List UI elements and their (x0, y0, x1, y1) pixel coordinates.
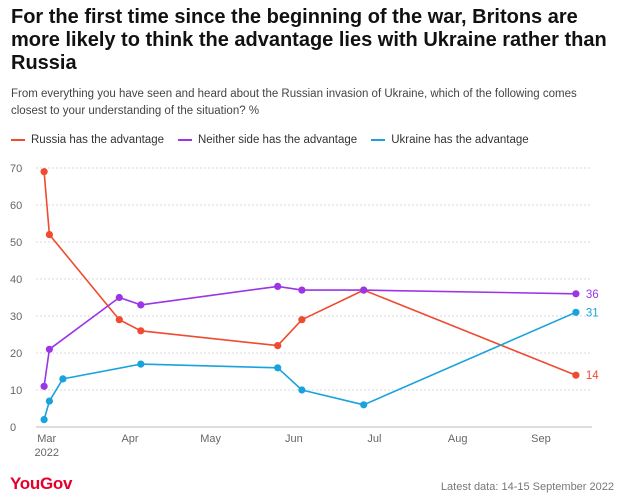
end-label-ukraine: 31 (586, 307, 599, 319)
chart-legend: Russia has the advantage Neither side ha… (11, 132, 543, 148)
legend-item-russia: Russia has the advantage (11, 134, 164, 146)
series-line-neither (43, 285, 576, 387)
x-tick-label-jun: Jun (285, 433, 303, 445)
data-point-russia-6 (298, 316, 306, 324)
data-point-ukraine-8 (572, 308, 580, 316)
data-point-neither-7 (360, 286, 368, 294)
end-label-russia: 14 (586, 370, 599, 382)
legend-swatch-ukraine (371, 139, 386, 141)
legend-item-neither: Neither side has the advantage (177, 134, 358, 146)
x-tick-label-apr: Apr (121, 433, 138, 445)
data-point-russia-4 (137, 327, 145, 335)
y-tick-label-70: 70 (10, 163, 22, 175)
data-point-russia-0 (40, 168, 48, 176)
x-tick-label-may: May (200, 433, 221, 445)
data-point-ukraine-2 (59, 375, 67, 383)
data-point-russia-3 (115, 316, 123, 324)
line-chart: 0 10 20 30 40 50 60 70 Mar Apr May Jun Jul Aug Sep 2022… (10, 163, 599, 459)
y-tick-label-0: 0 (10, 422, 16, 434)
x-year-label: 2022 (35, 447, 59, 459)
data-point-neither-4 (137, 301, 145, 309)
y-tick-label-20: 20 (10, 348, 22, 360)
data-point-neither-5 (274, 282, 282, 290)
data-point-ukraine-0 (40, 416, 48, 424)
data-point-ukraine-7 (360, 401, 368, 409)
chart-title: For the first time since the beginning o… (11, 6, 607, 74)
data-point-ukraine-5 (274, 364, 282, 372)
data-point-russia-5 (274, 342, 282, 350)
chart-subtitle: From everything you have seen and heard … (11, 88, 577, 117)
yougov-logo: YouGov (10, 474, 73, 493)
latest-data-note: Latest data: 14-15 September 2022 (440, 481, 614, 493)
y-tick-label-50: 50 (10, 237, 22, 249)
legend-swatch-russia (11, 139, 25, 141)
y-tick-label-40: 40 (10, 274, 22, 286)
series-line-russia (43, 171, 577, 376)
legend-label-ukraine: Ukraine has the advantage (391, 134, 529, 146)
data-point-neither-3 (115, 293, 123, 302)
data-point-ukraine-1 (45, 397, 54, 405)
data-point-neither-8 (572, 290, 580, 298)
data-point-russia-1 (45, 231, 54, 239)
x-tick-label-sep: Sep (531, 433, 551, 445)
legend-label-russia: Russia has the advantage (31, 134, 164, 146)
y-tick-label-10: 10 (10, 385, 22, 397)
legend-label-neither: Neither side has the advantage (197, 134, 358, 146)
x-tick-label-jul: Jul (367, 433, 381, 445)
data-point-neither-0 (40, 382, 48, 390)
x-tick-label-aug: Aug (448, 433, 468, 445)
y-tick-label-30: 30 (10, 311, 22, 323)
data-point-russia-8 (572, 371, 580, 379)
data-point-neither-6 (298, 286, 306, 294)
legend-swatch-neither (177, 139, 192, 141)
x-tick-label-mar: Mar (37, 433, 56, 445)
series-line-ukraine (43, 311, 577, 420)
legend-item-ukraine: Ukraine has the advantage (371, 134, 529, 146)
data-point-ukraine-4 (137, 360, 145, 368)
data-point-ukraine-6 (298, 386, 306, 394)
y-tick-label-60: 60 (10, 200, 22, 212)
data-point-neither-1 (45, 345, 54, 353)
end-label-neither: 36 (586, 289, 599, 301)
